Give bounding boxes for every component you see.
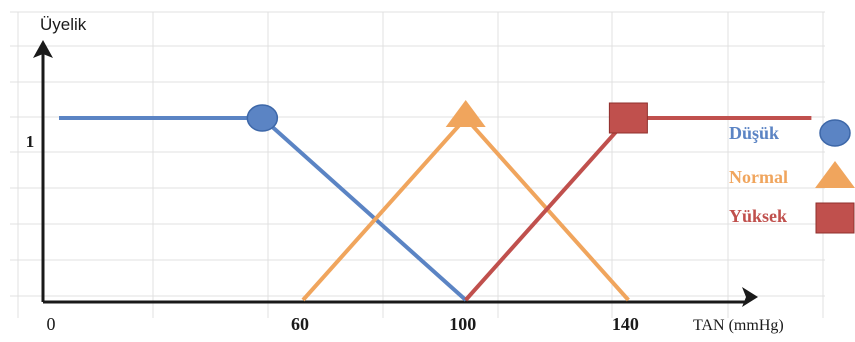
series-markers [246, 100, 648, 134]
square-marker-yüksek [608, 102, 648, 134]
legend: Düşük Normal Yüksek [729, 119, 855, 234]
x-axis-label: TAN (mmHg) [693, 317, 784, 334]
legend-circle-icon [819, 119, 851, 147]
grid [10, 11, 825, 318]
series-lines [59, 116, 812, 302]
triangle-marker-normal [445, 100, 486, 127]
legend-label-normal: Normal [729, 167, 788, 187]
series-line-normal [301, 116, 630, 302]
circle-marker-düşük [246, 104, 279, 132]
series-line-düşük [59, 116, 468, 302]
axes [33, 40, 758, 307]
x-axis-arrow [742, 287, 758, 307]
y-tick-label: 1 [26, 132, 35, 151]
x-tick-label: 60 [291, 314, 309, 334]
y-axis-label: Üyelik [40, 15, 87, 34]
y-axis-arrow [33, 40, 53, 58]
x-tick-label: 140 [612, 314, 639, 334]
x-tick-label: 100 [449, 314, 476, 334]
legend-square-icon [815, 202, 855, 234]
tick-labels: 0 60 100 140 1 [26, 132, 639, 334]
legend-label-düşük: Düşük [729, 123, 779, 143]
legend-triangle-icon [815, 161, 855, 188]
x-tick-label: 0 [47, 314, 56, 334]
legend-label-yüksek: Yüksek [729, 206, 787, 226]
